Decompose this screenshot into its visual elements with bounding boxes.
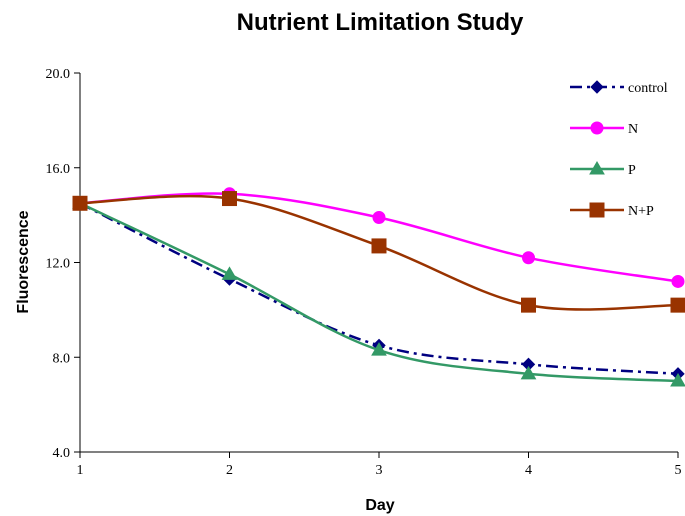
data-point-n xyxy=(522,251,535,265)
series-line-n xyxy=(79,192,679,283)
x-tick-label: 1 xyxy=(77,463,84,478)
x-tick-label: 3 xyxy=(376,463,383,478)
data-point-n-p xyxy=(222,191,237,207)
data-point-n-p xyxy=(521,297,536,313)
data-point-n xyxy=(372,210,386,224)
data-point-p xyxy=(371,342,387,356)
legend-label: control xyxy=(628,81,668,96)
series-layer xyxy=(72,187,685,387)
x-tick-label: 5 xyxy=(675,463,682,478)
legend-swatch-marker xyxy=(589,161,605,175)
data-point-n-p xyxy=(371,238,387,254)
y-tick-label: 20.0 xyxy=(46,67,71,82)
axes: 4.0 8.0 12.0 16.0 20.0 1 2 3 4 5 xyxy=(46,67,682,478)
y-tick-label: 16.0 xyxy=(46,162,71,177)
y-tick-label: 8.0 xyxy=(53,351,71,366)
legend-item-control: control xyxy=(570,80,668,96)
series-p xyxy=(72,195,685,387)
data-point-p xyxy=(221,266,238,280)
series-n-p xyxy=(72,191,685,313)
data-point-p xyxy=(520,365,537,380)
legend-swatch-marker xyxy=(590,80,604,94)
data-point-n-p xyxy=(72,195,88,211)
data-point-n-p xyxy=(670,297,685,313)
data-point-n xyxy=(671,274,685,288)
legend-swatch-marker xyxy=(590,121,604,135)
chart-title: Nutrient Limitation Study xyxy=(237,9,524,36)
data-point-p xyxy=(670,372,685,387)
legend-item-p: P xyxy=(570,161,636,178)
x-tick-label: 2 xyxy=(226,463,233,478)
y-tick-label: 12.0 xyxy=(46,257,71,272)
y-tick-label: 4.0 xyxy=(53,446,71,461)
y-axis-label: Fluorescence xyxy=(15,210,32,313)
legend-label: P xyxy=(628,163,636,178)
legend-label: N xyxy=(628,122,638,137)
x-tick-label: 4 xyxy=(525,463,532,478)
legend-label: N+P xyxy=(628,204,654,219)
legend: control N P N+P xyxy=(570,80,668,219)
legend-item-n-p: N+P xyxy=(570,202,654,219)
x-axis-label: Day xyxy=(365,497,394,514)
legend-item-n: N xyxy=(570,121,638,137)
legend-swatch-marker xyxy=(589,202,605,218)
